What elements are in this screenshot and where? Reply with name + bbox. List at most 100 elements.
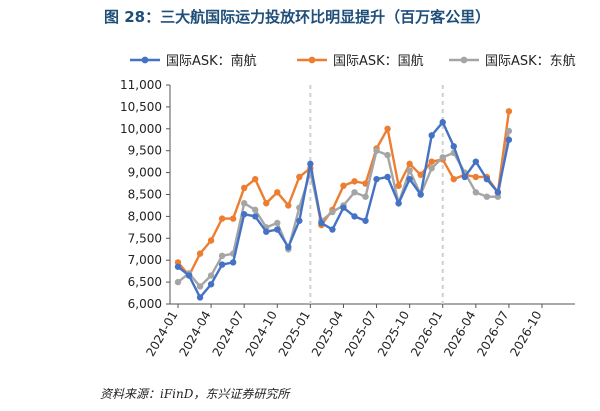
data-point: [207, 281, 215, 288]
data-point: [229, 215, 237, 222]
data-point: [384, 173, 391, 181]
data-point: [296, 217, 303, 224]
x-tick-label: 2026-01: [408, 309, 445, 359]
legend-marker: [460, 56, 468, 64]
x-tick-label: 2026-04: [441, 309, 478, 359]
data-point: [340, 182, 347, 189]
x-axis-ticks: 2024-012024-042024-072024-102025-012025-…: [143, 304, 545, 359]
data-point: [362, 217, 369, 224]
y-tick-label: 10,000: [120, 122, 162, 136]
data-point: [428, 165, 435, 172]
data-point: [174, 278, 182, 286]
data-point: [296, 173, 303, 181]
data-point: [218, 215, 226, 222]
data-point: [483, 175, 491, 183]
x-tick-label: 2024-07: [210, 309, 247, 359]
series-line: [177, 111, 511, 278]
y-tick-label: 7,500: [128, 231, 162, 245]
source-note: 资料来源：iFinD，东兴证券研究所: [100, 387, 290, 401]
data-point: [185, 272, 193, 279]
data-point: [218, 252, 226, 260]
data-point: [263, 228, 270, 235]
data-point: [351, 189, 358, 196]
series-lines: [174, 108, 513, 301]
data-point: [428, 158, 435, 165]
data-point: [240, 200, 248, 207]
data-point: [461, 173, 468, 181]
data-point: [406, 167, 413, 174]
data-point: [329, 226, 336, 233]
x-tick-label: 2026-07: [474, 308, 511, 358]
data-point: [207, 272, 215, 279]
data-point: [174, 259, 182, 266]
data-point: [329, 208, 336, 216]
x-tick-label: 2026-10: [507, 309, 544, 359]
legend-label: 国际ASK：国航: [333, 53, 424, 69]
y-tick-label: 9,500: [128, 144, 162, 158]
data-point: [252, 213, 259, 220]
data-point: [494, 189, 502, 196]
data-point: [395, 182, 402, 189]
data-point: [417, 171, 424, 178]
x-tick-label: 2025-10: [375, 309, 412, 359]
data-point: [207, 237, 215, 244]
data-point: [274, 219, 281, 227]
data-point: [351, 213, 358, 220]
y-tick-label: 6,000: [128, 297, 162, 311]
data-point: [494, 193, 502, 200]
data-point: [240, 211, 248, 218]
data-point: [196, 294, 204, 301]
data-point: [196, 283, 204, 290]
data-point: [351, 178, 358, 185]
x-tick-label: 2024-10: [243, 309, 280, 359]
data-point: [274, 226, 281, 233]
data-point: [285, 243, 292, 251]
legend: 国际ASK：南航 国际ASK：国航 国际ASK：东航: [130, 53, 576, 69]
x-tick-label: 2024-01: [143, 309, 180, 359]
y-tick-label: 8,000: [128, 209, 162, 223]
data-point: [384, 151, 391, 159]
data-point: [362, 193, 369, 200]
data-point: [373, 175, 380, 183]
data-point: [229, 259, 237, 266]
data-point: [406, 160, 413, 168]
legend-label: 国际ASK：东航: [485, 53, 576, 69]
data-point: [274, 189, 281, 196]
x-tick-label: 2025-04: [309, 309, 346, 359]
x-tick-label: 2025-01: [276, 309, 313, 359]
data-point: [439, 119, 446, 126]
y-tick-label: 8,500: [128, 188, 162, 202]
x-tick-label: 2024-04: [176, 309, 213, 359]
y-tick-label: 6,500: [128, 275, 162, 289]
chart-title: 图 28：三大航国际运力投放环比明显提升（百万客公里）: [104, 8, 491, 26]
data-point: [218, 261, 226, 268]
data-point: [395, 200, 402, 207]
data-point: [450, 143, 457, 150]
data-point: [384, 125, 391, 132]
y-tick-label: 9,000: [128, 166, 162, 180]
legend-marker: [308, 56, 316, 64]
data-point: [340, 204, 347, 211]
data-point: [307, 160, 314, 168]
x-tick-label: 2025-07: [342, 309, 379, 359]
legend-label: 国际ASK：南航: [166, 53, 257, 69]
y-tick-label: 10,500: [120, 100, 162, 114]
data-point: [450, 175, 457, 183]
data-point: [505, 136, 513, 143]
data-point: [417, 191, 424, 198]
data-point: [505, 127, 513, 135]
data-point: [505, 108, 513, 115]
data-point: [240, 184, 248, 192]
data-point: [252, 175, 259, 183]
data-point: [483, 193, 491, 200]
data-point: [263, 200, 270, 207]
y-tick-label: 11,000: [120, 78, 162, 92]
data-point: [285, 202, 292, 209]
data-point: [318, 219, 325, 227]
legend-marker: [141, 56, 149, 64]
y-tick-label: 7,000: [128, 253, 162, 267]
data-point: [252, 206, 259, 214]
data-point: [373, 147, 380, 154]
data-point: [472, 189, 480, 196]
